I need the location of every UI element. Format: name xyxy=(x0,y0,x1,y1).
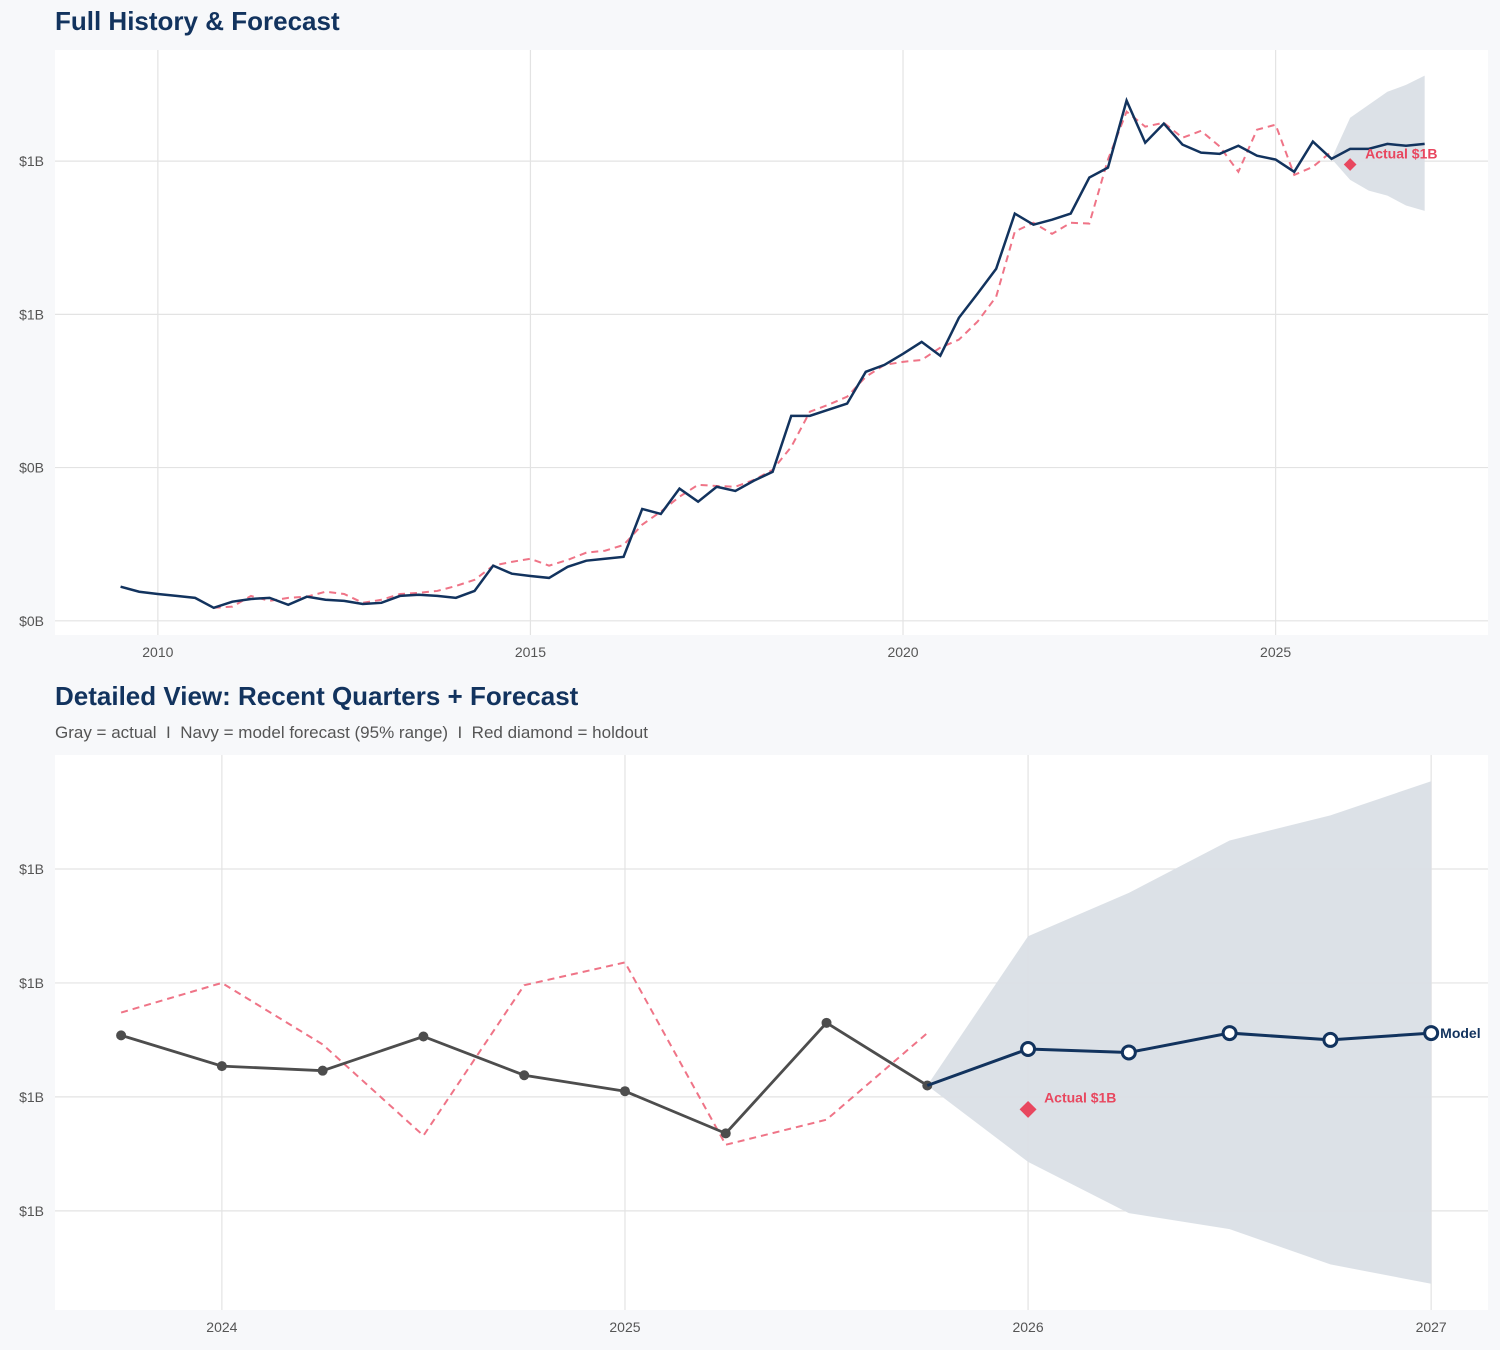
model-label: Model xyxy=(1440,1025,1480,1041)
forecast-point xyxy=(1423,1025,1440,1042)
actual-point xyxy=(317,1065,328,1076)
y-tick-label: $1B xyxy=(19,1203,44,1219)
x-tick-label: 2024 xyxy=(206,1319,237,1335)
actual-point xyxy=(720,1128,731,1139)
y-tick-label: $1B xyxy=(19,1089,44,1105)
actual-point xyxy=(619,1086,630,1097)
actual-point xyxy=(116,1030,127,1041)
actual-point xyxy=(216,1061,227,1072)
y-tick-label: $1B xyxy=(19,306,44,322)
forecast-confidence-band xyxy=(1331,75,1425,211)
y-tick-label: $1B xyxy=(19,153,44,169)
x-tick-label: 2025 xyxy=(609,1319,640,1335)
x-tick-label: 2015 xyxy=(515,644,546,660)
forecast-point xyxy=(1020,1041,1037,1058)
y-tick-label: $1B xyxy=(19,861,44,877)
forecast-point xyxy=(1322,1031,1339,1048)
actual-point xyxy=(418,1031,429,1042)
full-history-chart: 2010 2015 2020 2025 $0B $0B $1B $1B Actual $1B xyxy=(19,50,1488,660)
x-tick-label: 2027 xyxy=(1416,1319,1447,1335)
forecast-point xyxy=(1221,1025,1238,1042)
x-tick-label: 2010 xyxy=(142,644,173,660)
chart-title-full-history: Full History & Forecast xyxy=(55,6,340,36)
forecast-line xyxy=(926,1031,1432,1087)
y-tick-label: $0B xyxy=(19,613,44,629)
x-tick-label: 2026 xyxy=(1012,1319,1043,1335)
holdout-annotation: Actual $1B xyxy=(1365,146,1437,162)
forecast-point xyxy=(1120,1044,1137,1061)
actual-point xyxy=(821,1017,832,1028)
x-tick-label: 2020 xyxy=(887,644,918,660)
dashed-series-line xyxy=(120,961,928,1146)
holdout-annotation: Actual $1B xyxy=(1044,1089,1116,1105)
x-tick-label: 2025 xyxy=(1260,644,1291,660)
forecast-confidence-band xyxy=(927,781,1432,1284)
y-tick-label: $1B xyxy=(19,975,44,991)
chart-subtitle-legend: Gray = actual I Navy = model forecast (9… xyxy=(55,723,648,742)
actual-point xyxy=(519,1070,530,1081)
chart-title-detailed-view: Detailed View: Recent Quarters + Forecas… xyxy=(55,681,579,711)
navy-series-line xyxy=(120,96,1425,610)
y-tick-label: $0B xyxy=(19,460,44,476)
holdout-diamond-marker xyxy=(1019,1100,1037,1118)
